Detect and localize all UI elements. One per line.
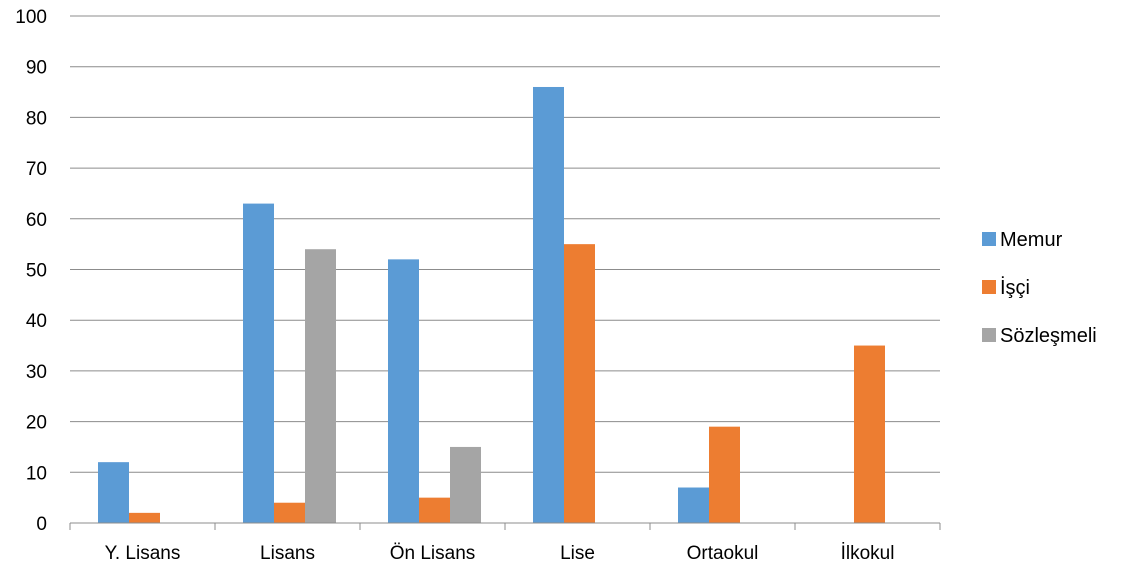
y-tick-label: 20	[26, 413, 47, 434]
bar-memur-1	[243, 203, 274, 523]
y-tick-label: 90	[26, 58, 47, 79]
gridlines	[70, 15, 940, 473]
bars	[98, 86, 885, 523]
legend-swatch-i̇şçi	[982, 280, 996, 294]
bar-i̇şçi-4	[709, 426, 740, 523]
bar-memur-3	[533, 86, 564, 523]
y-tick-label: 80	[26, 108, 47, 129]
bar-memur-0	[98, 462, 129, 523]
bar-i̇şçi-5	[854, 345, 885, 523]
x-tick-label: Ortaokul	[687, 543, 759, 564]
x-tick-label: Ön Lisans	[390, 543, 476, 564]
x-axis-ticks: Y. Lisans Lisans Ön Lisans Lise Ortaokul İlko…	[105, 543, 895, 564]
bar-memur-2	[388, 259, 419, 523]
legend-swatch-memur	[982, 232, 996, 246]
bar-sözleşmeli-1	[305, 249, 336, 523]
x-tick-label: Lisans	[260, 543, 315, 564]
x-tick-label: Y. Lisans	[105, 543, 181, 564]
y-tick-label: 40	[26, 311, 47, 332]
x-axis	[69, 522, 941, 530]
legend-label: Memur	[1000, 229, 1063, 251]
y-tick-label: 30	[26, 362, 47, 383]
bar-memur-4	[678, 487, 709, 523]
legend-label: Sözleşmeli	[1000, 325, 1097, 347]
y-tick-label: 50	[26, 261, 47, 282]
legend-swatch-sözleşmeli	[982, 328, 996, 342]
y-tick-label: 100	[15, 7, 47, 28]
x-tick-label: İlkokul	[841, 543, 895, 564]
x-tick-label: Lise	[560, 543, 595, 564]
y-tick-label: 0	[36, 514, 47, 535]
legend: Memur İşçi Sözleşmeli	[982, 229, 1097, 347]
bar-i̇şçi-0	[129, 512, 160, 523]
legend-label: İşçi	[1000, 276, 1030, 299]
y-tick-label: 70	[26, 159, 47, 180]
bar-sözleşmeli-2	[450, 446, 481, 523]
bar-i̇şçi-1	[274, 502, 305, 523]
y-tick-label: 60	[26, 210, 47, 231]
bar-i̇şçi-3	[564, 244, 595, 523]
bar-i̇şçi-2	[419, 497, 450, 523]
y-axis-ticks: 0 10 20 30 40 50 60 70 80 90 100	[15, 7, 47, 535]
y-tick-label: 10	[26, 463, 47, 484]
